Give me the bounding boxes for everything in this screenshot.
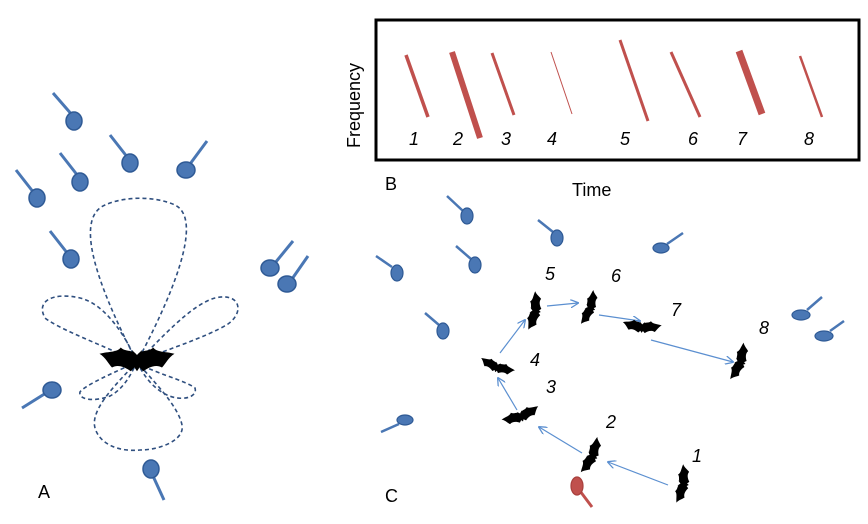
panel-a: A: [14, 92, 310, 502]
insect-prey-icon: [446, 195, 474, 225]
y-axis-label: Frequency: [344, 63, 364, 148]
call-number-label: 2: [452, 129, 463, 149]
insect-prey-icon: [142, 459, 166, 501]
prey-group-a: [14, 92, 310, 501]
bat-icon: [673, 463, 693, 505]
call-sweep: [404, 54, 430, 118]
call-number-label: 5: [620, 129, 631, 149]
flight-arrow: [546, 303, 578, 306]
call-number-label: 4: [547, 129, 557, 149]
insect-prey-icon: [380, 414, 414, 434]
captured-prey-icon: [570, 476, 594, 508]
call-sweeps: [404, 39, 824, 139]
call-sweep: [618, 39, 650, 122]
flight-arrow: [539, 427, 583, 454]
beam-lobe-right: [136, 296, 239, 363]
position-number-label: 2: [605, 412, 616, 432]
call-number-label: 7: [737, 129, 748, 149]
bat-icon: [478, 355, 516, 379]
insect-prey-icon: [21, 381, 62, 410]
insect-prey-icon: [652, 231, 684, 254]
panel-b-label: B: [385, 174, 397, 194]
position-number-label: 7: [671, 300, 682, 320]
panel-c: 1 2 3 4 5 6 7 8 C: [375, 195, 845, 508]
insect-prey-icon: [814, 319, 845, 342]
insect-prey-icon: [48, 230, 80, 269]
call-sweep: [669, 51, 702, 118]
position-number-label: 6: [611, 266, 622, 286]
call-number-label: 6: [688, 129, 699, 149]
call-number-label: 1: [409, 129, 419, 149]
insect-prey-icon: [424, 312, 450, 340]
bat-positions: [478, 289, 753, 505]
flight-arrow: [598, 314, 640, 321]
flight-path-arrows: [498, 303, 733, 486]
prey-group-c: [375, 195, 845, 508]
beam-lobe-rear-left: [79, 360, 139, 401]
call-number-label: 8: [804, 129, 814, 149]
beam-pattern: [41, 197, 239, 452]
flight-arrow: [499, 320, 525, 354]
call-sweep: [490, 52, 516, 116]
flight-arrow: [608, 462, 669, 486]
insect-prey-icon: [455, 245, 482, 274]
panel-b: 1 2 3 4 5 6 7 8 Frequency Time B: [344, 18, 861, 200]
call-sweep: [550, 51, 573, 115]
position-number-labels: 1 2 3 4 5 6 7 8: [530, 264, 769, 466]
insect-prey-icon: [260, 240, 295, 277]
insect-prey-icon: [51, 92, 83, 131]
spectrogram-frame: [374, 18, 861, 162]
bat-icon: [525, 290, 545, 332]
panel-a-label: A: [38, 482, 50, 502]
bat-icon: [578, 289, 602, 327]
insect-prey-icon: [14, 169, 46, 208]
insect-prey-icon: [108, 134, 139, 173]
beam-lobe-back: [93, 360, 183, 452]
call-number-label: 3: [501, 129, 511, 149]
flight-arrow: [650, 339, 733, 362]
position-number-label: 1: [692, 446, 702, 466]
beam-lobe-rear-right: [136, 361, 196, 400]
insect-prey-icon: [375, 254, 404, 282]
call-sweep: [735, 49, 766, 116]
position-number-label: 5: [545, 264, 556, 284]
beam-lobe-front: [89, 197, 188, 364]
bat-icon: [622, 318, 662, 335]
position-number-label: 4: [530, 350, 540, 370]
flight-arrow: [498, 378, 518, 411]
position-number-label: 3: [546, 377, 556, 397]
position-number-label: 8: [759, 318, 769, 338]
bat-icon: [500, 403, 542, 429]
x-axis-label: Time: [572, 180, 611, 200]
insect-prey-icon: [537, 219, 564, 247]
insect-prey-icon: [791, 296, 823, 321]
bat-icon: [577, 435, 606, 477]
call-sweep: [798, 55, 824, 118]
insect-prey-icon: [176, 140, 209, 179]
insect-prey-icon: [277, 255, 310, 293]
beam-lobe-left: [41, 295, 139, 364]
panel-c-label: C: [385, 486, 398, 506]
insect-prey-icon: [58, 152, 89, 192]
call-number-labels: 1 2 3 4 5 6 7 8: [409, 129, 814, 149]
call-sweep: [449, 51, 483, 139]
